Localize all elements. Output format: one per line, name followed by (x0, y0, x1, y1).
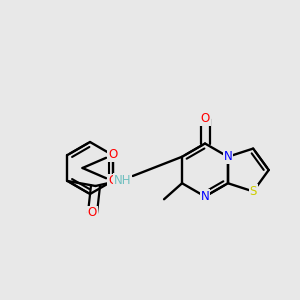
Text: O: O (108, 175, 117, 188)
Text: NH: NH (114, 173, 131, 187)
Text: O: O (88, 206, 97, 220)
Text: N: N (224, 150, 232, 163)
Text: S: S (250, 185, 257, 198)
Text: N: N (201, 190, 209, 203)
Text: O: O (200, 112, 210, 125)
Text: O: O (108, 148, 117, 161)
